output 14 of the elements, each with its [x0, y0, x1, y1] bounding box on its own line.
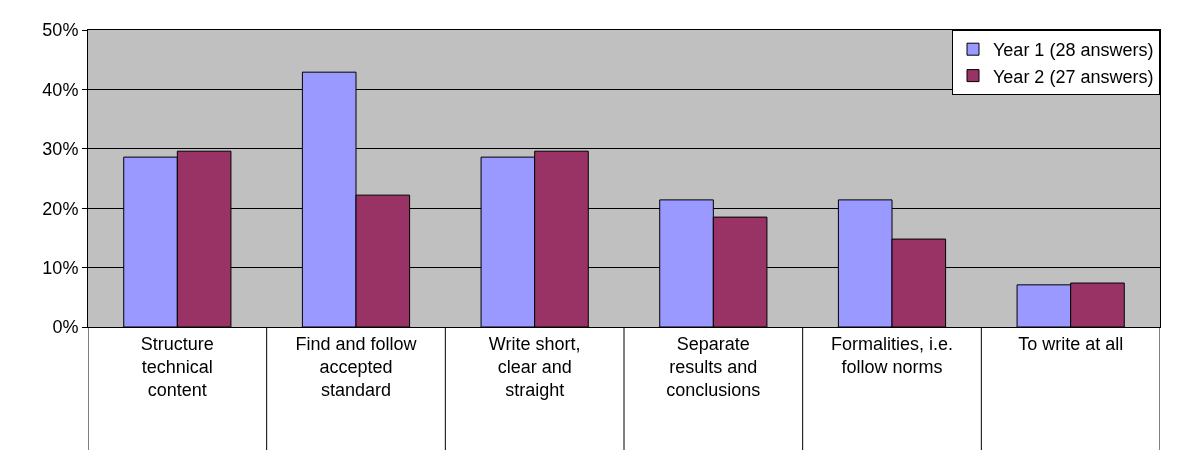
x-tick-label: To write at all — [1018, 333, 1124, 354]
x-tick-label: Formalities, i.e. follow norms — [830, 333, 954, 377]
x-tick-label: Structure technical content — [140, 333, 214, 401]
x-tick-label: Separate results and conclusions — [666, 333, 761, 401]
x-tick-label: Find and follow accepted standard — [295, 333, 418, 401]
legend-label: Year 1 (28 answers) — [993, 40, 1154, 61]
y-tick-label: 10% — [42, 257, 79, 278]
x-tick-label: Write short, clear and straight — [488, 333, 581, 401]
legend-label: Year 2 (27 answers) — [993, 66, 1154, 87]
y-tick-label: 30% — [42, 139, 79, 160]
y-tick-label: 50% — [42, 20, 79, 41]
y-tick-label: 20% — [42, 198, 79, 219]
y-tick-label: 0% — [52, 317, 79, 338]
y-tick-label: 40% — [42, 79, 79, 100]
